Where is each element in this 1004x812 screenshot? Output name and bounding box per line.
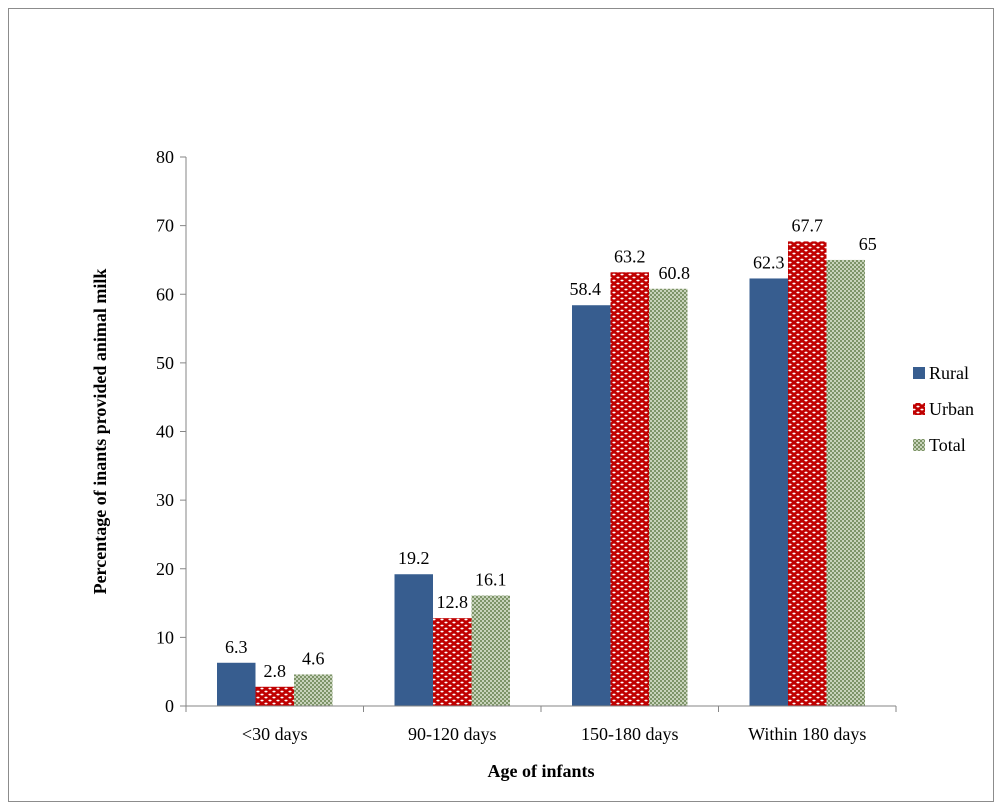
data-label-rural: 58.4 [570, 279, 602, 299]
y-tick-label: 50 [156, 353, 174, 373]
y-tick-label: 30 [156, 490, 174, 510]
bar-rural [749, 278, 788, 706]
bar-total [649, 288, 688, 706]
bar-total [826, 259, 865, 706]
data-label-total: 4.6 [302, 648, 325, 668]
x-tick-label: 90-120 days [408, 724, 497, 744]
x-axis-ticks: <30 days 90-120 days 150-180 days Within 18… [185, 706, 897, 744]
y-tick-label: 60 [156, 284, 174, 304]
data-label-urban: 12.8 [437, 592, 469, 612]
y-tick-label: 0 [165, 696, 174, 716]
y-tick-label: 70 [156, 216, 174, 236]
legend: Rural Urban Total [913, 363, 974, 455]
legend-label-urban: Urban [929, 399, 974, 419]
legend-label-total: Total [929, 435, 966, 455]
data-labels-group: 6.3 19.2 58.4 62.3 2.8 12.8 63.2 67.7 4.6 16.1 60.… [225, 215, 877, 680]
bar-urban [610, 272, 649, 706]
data-label-rural: 6.3 [225, 637, 248, 657]
data-label-total: 60.8 [659, 263, 691, 283]
y-tick-label: 80 [156, 147, 174, 167]
data-label-rural: 19.2 [398, 548, 430, 568]
data-label-urban: 2.8 [264, 661, 287, 681]
y-tick-label: 40 [156, 422, 174, 442]
x-axis-title: Age of infants [488, 761, 595, 781]
bar-rural [572, 305, 611, 706]
data-label-rural: 62.3 [753, 252, 785, 272]
y-tick-label: 20 [156, 559, 174, 579]
bars-group [217, 241, 865, 706]
legend-swatch-urban [913, 403, 925, 415]
data-label-urban: 63.2 [614, 246, 646, 266]
bar-urban [433, 618, 472, 706]
legend-label-rural: Rural [929, 363, 969, 383]
data-label-total: 16.1 [475, 570, 507, 590]
bar-total [294, 674, 333, 706]
y-axis-ticks: 0 10 20 30 40 50 60 70 80 [156, 147, 186, 716]
y-tick-label: 10 [156, 627, 174, 647]
y-axis-title: Percentage of inants provided animal mil… [90, 269, 110, 595]
data-label-urban: 67.7 [792, 215, 824, 235]
bar-urban [255, 686, 294, 706]
x-tick-label: Within 180 days [748, 724, 866, 744]
legend-swatch-total [913, 439, 925, 451]
bar-rural [217, 662, 256, 706]
data-label-total: 65 [859, 234, 877, 254]
bar-urban [788, 241, 827, 706]
legend-swatch-rural [913, 367, 925, 379]
x-tick-label: 150-180 days [581, 724, 679, 744]
bar-total [471, 595, 510, 706]
bar-rural [394, 574, 433, 706]
x-tick-label: <30 days [242, 724, 308, 744]
